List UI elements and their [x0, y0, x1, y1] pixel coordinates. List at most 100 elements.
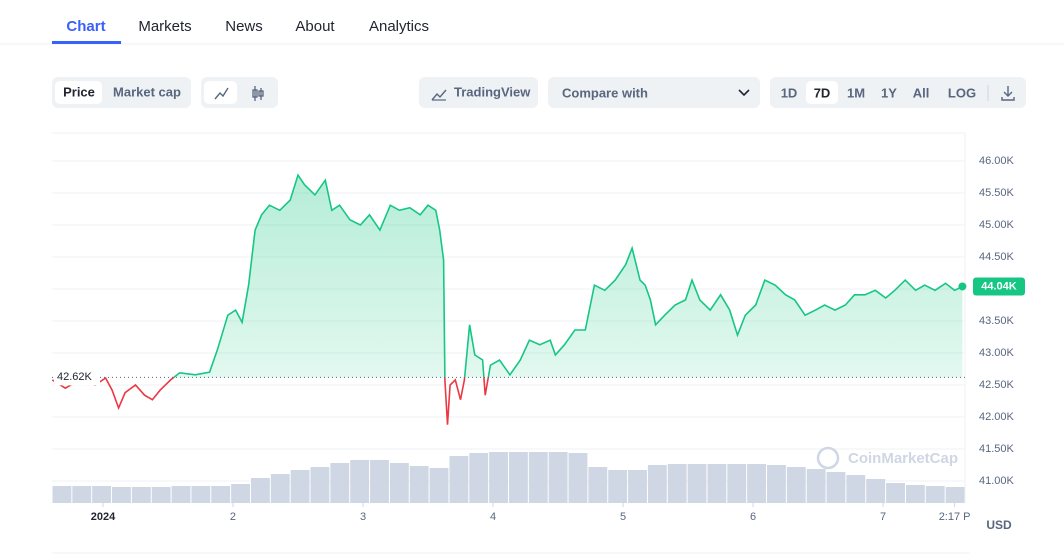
- tab[interactable]: About: [295, 18, 335, 35]
- volume-bar: [211, 486, 231, 503]
- x-tick-label: 7: [880, 511, 886, 523]
- volume-bar: [489, 452, 508, 503]
- volume-bar: [310, 467, 330, 503]
- watermark: CoinMarketCap: [848, 450, 958, 467]
- volume-bar: [608, 470, 628, 503]
- volume-bar: [469, 453, 489, 503]
- metric-active: [55, 81, 102, 104]
- volume-bar: [727, 464, 747, 503]
- volume-bar: [945, 487, 965, 503]
- volume-bar: [588, 467, 608, 503]
- volume-bar: [846, 475, 866, 503]
- y-tick-label: 46.00K: [979, 155, 1015, 167]
- range-button[interactable]: LOG: [948, 85, 976, 100]
- volume-bar: [667, 464, 687, 503]
- baseline-tag-bg: [54, 369, 100, 386]
- volume-bar: [767, 465, 786, 503]
- y-tick-label: 43.50K: [979, 315, 1015, 327]
- volume-bar: [171, 486, 191, 503]
- y-tick-label: 42.00K: [979, 411, 1015, 423]
- y-tick-label: 45.00K: [979, 219, 1015, 231]
- volume-bar: [250, 478, 270, 503]
- volume-bar: [747, 464, 767, 503]
- x-tick-label: 5: [620, 511, 626, 523]
- volume-bar: [509, 452, 528, 503]
- x-tick-label: 2: [230, 511, 236, 523]
- volume-bar: [290, 470, 310, 503]
- volume-bar: [707, 464, 727, 503]
- tab[interactable]: Markets: [138, 18, 191, 35]
- download-icon[interactable]: [1001, 86, 1015, 101]
- last-tag: 44.04K: [981, 280, 1017, 292]
- volume-bar: [350, 460, 370, 503]
- y-tick-label: 41.50K: [979, 443, 1015, 455]
- plot: [52, 160, 967, 507]
- tab[interactable]: Analytics: [369, 18, 429, 35]
- y-tick-label: 42.50K: [979, 379, 1015, 391]
- x-tick-label: 6: [750, 511, 756, 523]
- volume-bar: [806, 469, 826, 503]
- tab-underline: [52, 41, 121, 44]
- range-button[interactable]: 1Y: [881, 85, 897, 100]
- currency: USD: [986, 518, 1012, 532]
- candle-icon[interactable]: [252, 86, 264, 101]
- volume-bar: [826, 472, 846, 503]
- range-button[interactable]: 1D: [781, 85, 798, 100]
- volume-bar: [429, 468, 449, 503]
- y-tick-label: 43.00K: [979, 347, 1015, 359]
- price-area: [173, 175, 963, 378]
- volume-bar: [866, 479, 886, 503]
- compare-select[interactable]: [548, 77, 760, 108]
- volume-bar: [270, 474, 290, 503]
- volume-bar: [449, 456, 469, 503]
- volume-bar: [886, 483, 905, 503]
- chevron: [738, 89, 750, 97]
- y-tick-label: 45.50K: [979, 187, 1015, 199]
- volume-bar: [92, 486, 112, 503]
- volume-bar: [925, 486, 945, 503]
- x-tick-label: 2024: [91, 511, 116, 523]
- volume-bar: [389, 463, 409, 503]
- volume-bar: [409, 466, 429, 503]
- volume-bar: [330, 463, 350, 503]
- volume-bar: [131, 487, 151, 503]
- price-line-below: [52, 377, 490, 425]
- line-icon: [214, 87, 229, 100]
- volume-bar: [151, 487, 171, 503]
- tab[interactable]: News: [225, 18, 263, 35]
- volume-bar: [112, 487, 131, 503]
- volume-bar: [72, 486, 92, 503]
- x-tick-label: 4: [490, 511, 496, 523]
- y-tick-label: 41.00K: [979, 475, 1015, 487]
- watermark-logo: [816, 446, 840, 470]
- volume-bar: [905, 485, 925, 503]
- line-style-button[interactable]: [204, 81, 237, 104]
- volume-bar: [786, 467, 806, 503]
- range-button[interactable]: 7D: [814, 85, 831, 100]
- range-button[interactable]: All: [913, 85, 930, 100]
- metric-button[interactable]: Market cap: [113, 84, 181, 99]
- last-tag-bg: [973, 277, 1025, 296]
- range-active: [806, 81, 838, 104]
- tab[interactable]: Chart: [66, 18, 105, 35]
- volume-bar: [191, 486, 211, 503]
- y-tick-label: 44.50K: [979, 251, 1015, 263]
- tradingview-label: TradingView: [454, 84, 531, 99]
- volume-bar: [548, 452, 568, 503]
- volume-bar: [370, 460, 389, 503]
- volume-bar: [687, 464, 707, 503]
- volume-bar: [647, 465, 667, 503]
- volume-bar: [568, 453, 588, 503]
- metric-button[interactable]: Price: [63, 84, 95, 99]
- volume-bar: [52, 486, 72, 503]
- last-point: [958, 282, 967, 291]
- x-tick-label: 3: [360, 511, 366, 523]
- price-line: [105, 173, 963, 378]
- volume-bar: [528, 452, 548, 503]
- x-tick-label: 2:17 P: [939, 511, 971, 523]
- range-button[interactable]: 1M: [847, 85, 865, 100]
- tradingview-button[interactable]: [419, 77, 538, 108]
- volume-bar: [231, 484, 250, 503]
